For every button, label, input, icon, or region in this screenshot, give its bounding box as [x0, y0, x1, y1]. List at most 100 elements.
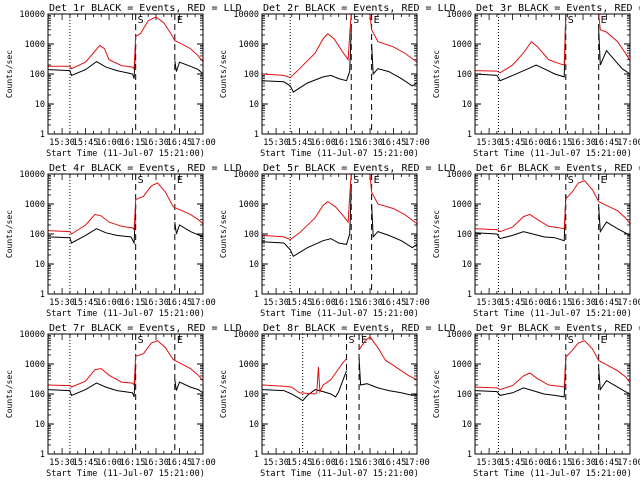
- x-tick-label: 16:00: [523, 138, 549, 148]
- x-axis-label: Start Time (11-Jul-07 15:21:00): [473, 469, 632, 479]
- plot-frame: [47, 333, 204, 455]
- marker-label: S: [568, 15, 574, 26]
- events-series-line: [48, 363, 137, 398]
- events-series-line: [371, 203, 417, 249]
- y-tick-label: 100: [457, 230, 472, 240]
- y-tick-label: 10: [249, 260, 259, 270]
- y-axis-label: Counts/sec: [432, 370, 441, 418]
- panel-title: Det 8r BLACK = Events, RED = LLD: [263, 323, 456, 334]
- y-tick-label: 10000: [446, 170, 472, 180]
- y-tick-label: 10: [249, 100, 259, 110]
- y-tick-label: 10000: [19, 170, 45, 180]
- panel-8: Det 8r BLACK = Events, RED = LLD Counts/s…: [219, 323, 456, 479]
- y-tick-label: 100: [244, 230, 259, 240]
- x-tick-label: 15:30: [476, 298, 502, 308]
- x-tick-label: 15:45: [73, 458, 99, 468]
- x-tick-label: 15:30: [49, 298, 75, 308]
- y-axis-label: Counts/sec: [219, 210, 228, 258]
- y-tick-label: 1000: [25, 360, 45, 370]
- x-tick-label: 15:45: [500, 458, 526, 468]
- x-tick-label: 16:15: [120, 138, 146, 148]
- plot-frame: [474, 173, 631, 295]
- marker-label: E: [177, 175, 183, 186]
- x-tick-label: 16:45: [594, 298, 620, 308]
- x-tick-label: 17:00: [404, 138, 430, 148]
- panel-6: Det 6r BLACK = Events, RED = LLD Counts/s…: [432, 163, 640, 319]
- x-tick-label: 15:45: [73, 298, 99, 308]
- lld-series-line: [48, 182, 203, 235]
- lld-series-line: [48, 16, 203, 70]
- y-tick-label: 10000: [233, 170, 259, 180]
- x-tick-label: 17:00: [617, 138, 640, 148]
- x-tick-label: 16:45: [381, 458, 407, 468]
- x-tick-label: 16:00: [523, 458, 549, 468]
- x-axis-label: Start Time (11-Jul-07 15:21:00): [46, 469, 205, 479]
- events-series-line: [48, 43, 137, 79]
- y-tick-label: 1000: [452, 40, 472, 50]
- x-tick-label: 16:15: [334, 298, 360, 308]
- lld-series-line: [475, 340, 630, 391]
- panel-title: Det 9r BLACK = Events, RED = LLD: [476, 323, 640, 334]
- x-axis-label: Start Time (11-Jul-07 15:21:00): [260, 469, 419, 479]
- y-tick-label: 1: [467, 130, 472, 140]
- lld-series-line: [262, 174, 352, 241]
- marker-label: E: [374, 175, 380, 186]
- x-tick-label: 15:45: [500, 138, 526, 148]
- panel-5: Det 5r BLACK = Events, RED = LLD Counts/s…: [219, 163, 456, 319]
- y-axis-label: Counts/sec: [432, 50, 441, 98]
- marker-label: E: [361, 335, 367, 346]
- y-tick-label: 1000: [452, 200, 472, 210]
- x-tick-label: 16:00: [310, 138, 336, 148]
- x-tick-label: 15:45: [287, 138, 313, 148]
- plot-frame: [261, 333, 418, 455]
- x-tick-label: 15:30: [49, 138, 75, 148]
- marker-label: S: [353, 15, 359, 26]
- y-tick-label: 1000: [25, 200, 45, 210]
- x-tick-label: 16:30: [357, 298, 383, 308]
- lld-series-line: [48, 340, 203, 388]
- events-series-line: [262, 29, 352, 93]
- y-tick-label: 1000: [239, 40, 259, 50]
- y-tick-label: 1000: [25, 40, 45, 50]
- lld-series-line: [475, 14, 567, 74]
- x-tick-label: 17:00: [404, 298, 430, 308]
- y-tick-label: 1000: [239, 200, 259, 210]
- y-tick-label: 1: [254, 130, 259, 140]
- y-tick-label: 10000: [446, 10, 472, 20]
- y-tick-label: 10000: [233, 330, 259, 340]
- marker-label: S: [353, 175, 359, 186]
- marker-label: S: [349, 335, 355, 346]
- y-axis-label: Counts/sec: [219, 370, 228, 418]
- x-tick-label: 17:00: [404, 458, 430, 468]
- events-series-line: [475, 358, 567, 398]
- y-tick-label: 10: [462, 420, 472, 430]
- panel-title: Det 6r BLACK = Events, RED = LLD: [476, 163, 640, 174]
- events-series-line: [48, 205, 137, 245]
- x-tick-label: 15:30: [476, 138, 502, 148]
- panel-title: Det 7r BLACK = Events, RED = LLD: [49, 323, 242, 334]
- x-axis-label: Start Time (11-Jul-07 15:21:00): [473, 309, 632, 319]
- x-axis-label: Start Time (11-Jul-07 15:21:00): [260, 149, 419, 159]
- lld-series-line: [369, 174, 417, 225]
- events-series-line: [262, 370, 347, 402]
- marker-label: E: [601, 15, 607, 26]
- events-series-line: [174, 222, 203, 238]
- y-tick-label: 1: [40, 450, 45, 460]
- x-tick-label: 16:15: [120, 458, 146, 468]
- x-tick-label: 15:30: [476, 458, 502, 468]
- y-tick-label: 10000: [446, 330, 472, 340]
- y-tick-label: 1: [40, 130, 45, 140]
- x-tick-label: 16:45: [167, 458, 193, 468]
- lld-series-line: [475, 180, 630, 233]
- y-tick-label: 10000: [233, 10, 259, 20]
- plot-frame: [47, 13, 204, 135]
- x-tick-label: 16:15: [547, 298, 573, 308]
- plot-frame: [261, 173, 418, 295]
- marker-label: S: [568, 175, 574, 186]
- x-tick-label: 16:00: [96, 298, 122, 308]
- y-tick-label: 10000: [19, 10, 45, 20]
- x-tick-label: 15:45: [287, 458, 313, 468]
- x-tick-label: 16:45: [167, 298, 193, 308]
- panel-4: Det 4r BLACK = Events, RED = LLD Counts/s…: [5, 163, 242, 319]
